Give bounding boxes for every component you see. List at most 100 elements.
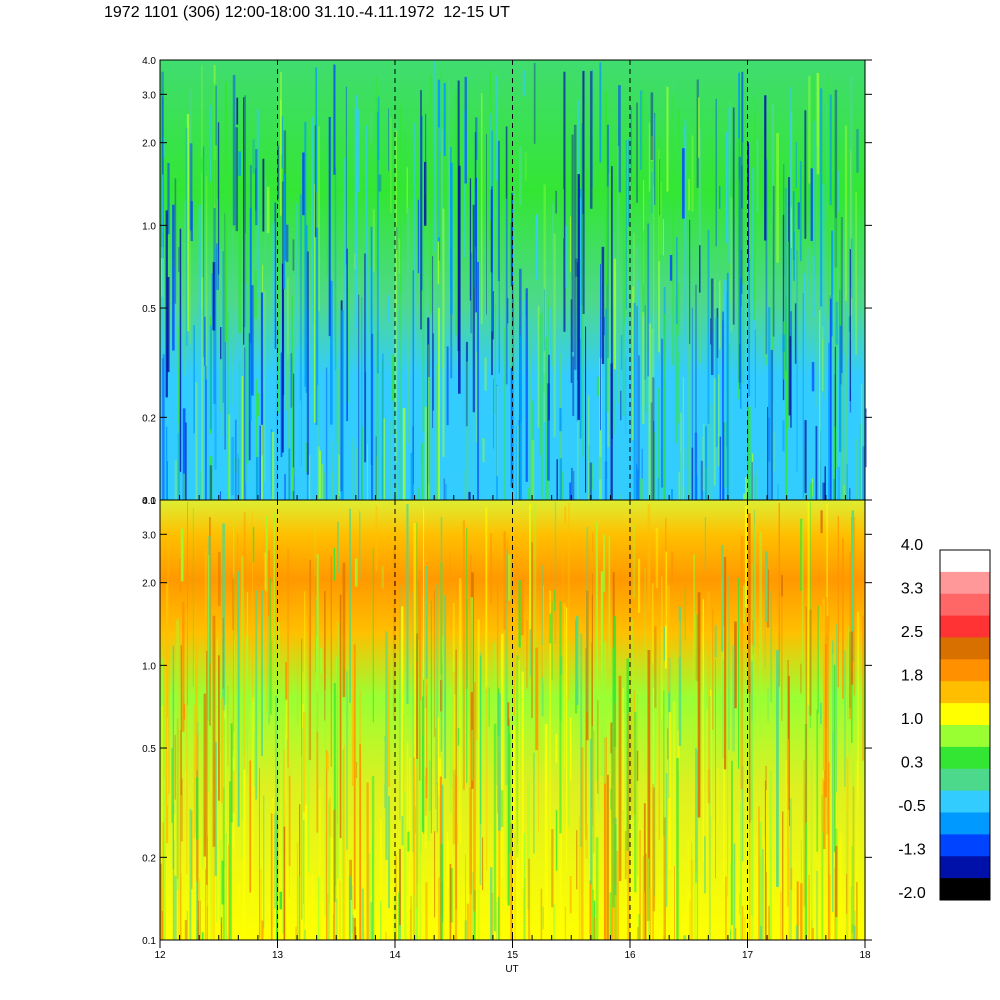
spectrogram-streak [395, 431, 398, 500]
spectrogram-streak [486, 133, 487, 315]
spectrogram-streak [756, 834, 758, 940]
spectrogram-streak [847, 687, 849, 719]
spectrogram-streak [197, 839, 199, 940]
spectrogram-streak [375, 505, 378, 571]
spectrogram-streak [730, 301, 732, 500]
spectrogram-streak [549, 590, 551, 847]
spectrogram-streak [358, 294, 360, 500]
spectrogram-streak [355, 761, 358, 779]
spectrogram-streak [525, 288, 528, 482]
spectrogram-streak [605, 186, 609, 413]
colorbar-label: 4.0 [901, 537, 923, 554]
spectrogram-streak [519, 146, 522, 206]
spectrogram-streak [569, 717, 572, 781]
spectrogram-streak [284, 474, 286, 500]
spectrogram-streak [624, 831, 627, 880]
spectrogram-streak [607, 774, 609, 940]
spectrogram-streak [272, 798, 274, 940]
x-tick-label: 13 [272, 950, 284, 961]
spectrogram-streak [311, 116, 314, 355]
spectrogram-streak [333, 683, 337, 902]
spectrogram-streak [270, 429, 273, 500]
spectrogram-streak [404, 371, 407, 417]
spectrogram-streak [807, 248, 810, 305]
spectrogram-streak [469, 739, 471, 940]
spectrogram-streak [694, 871, 697, 940]
spectrogram-streak [667, 585, 670, 693]
spectrogram-streak [636, 102, 638, 203]
spectrogram-streak [808, 75, 811, 184]
spectrogram-streak [741, 906, 744, 940]
spectrogram-streak [743, 493, 746, 500]
spectrogram-streak [184, 201, 186, 376]
spectrogram-streak [286, 866, 289, 940]
spectrogram-streak [687, 837, 689, 877]
spectrogram-streak [331, 838, 333, 940]
spectrogram-streak [506, 651, 508, 902]
spectrogram-streak [639, 478, 642, 500]
spectrogram-streak [796, 881, 799, 940]
spectrogram-streak [645, 219, 647, 413]
spectrogram-streak [622, 688, 624, 811]
spectrogram-streak [789, 806, 790, 826]
spectrogram-streak [723, 387, 727, 488]
spectrogram-streak [518, 579, 521, 648]
spectrogram-streak [851, 510, 855, 662]
spectrogram-streak [693, 554, 695, 750]
spectrogram-streak [538, 660, 540, 832]
spectrogram-streak [748, 143, 750, 272]
spectrogram-streak [338, 454, 340, 500]
spectrogram-streak [822, 482, 826, 500]
spectrogram-streak [283, 749, 286, 854]
spectrogram-streak [390, 118, 392, 214]
spectrogram-streak [349, 508, 351, 703]
spectrogram-streak [533, 752, 535, 854]
spectrogram-streak [785, 297, 788, 500]
spectrogram-streak [458, 578, 462, 845]
spectrogram-streak [462, 520, 465, 790]
spectrogram-streak [190, 201, 193, 242]
spectrogram-streak [218, 655, 220, 801]
spectrogram-streak [474, 187, 476, 287]
spectrogram-streak [276, 815, 278, 940]
spectrogram-streak [851, 924, 853, 940]
y-tick-label: 0.1 [142, 936, 156, 947]
spectrogram-streak [551, 203, 554, 366]
spectrogram-streak [174, 734, 177, 800]
spectrogram-streak [684, 588, 686, 641]
spectrogram-streak [376, 331, 379, 500]
spectrogram-streak [555, 190, 557, 214]
spectrogram-streak [698, 97, 700, 158]
spectrogram-streak [162, 96, 164, 247]
spectrogram-streak [475, 177, 477, 313]
spectrogram-streak [244, 95, 246, 328]
spectrogram-streak [515, 425, 518, 500]
spectrogram-streak [490, 113, 492, 221]
spectrogram-streak [854, 925, 856, 940]
spectrogram-streak [325, 367, 328, 500]
spectrogram-streak [412, 592, 414, 853]
spectrogram-streak [736, 179, 739, 218]
spectrogram-streak [844, 125, 848, 301]
spectrogram-streak [800, 518, 803, 591]
spectrogram-streak [308, 720, 310, 873]
spectrogram-streak [608, 535, 611, 669]
spectrogram-streak [660, 449, 663, 500]
colorbar-segment [940, 812, 990, 835]
spectrogram-streak [854, 910, 856, 940]
spectrogram-streak [635, 246, 639, 297]
spectrogram-streak [782, 420, 785, 452]
colorbar-label: 0.3 [901, 755, 923, 772]
spectrogram-streak [713, 378, 716, 486]
spectrogram-streak [625, 140, 627, 310]
spectrogram-streak [603, 737, 607, 940]
spectrogram-streak [304, 442, 308, 473]
spectrogram-streak [275, 695, 278, 860]
spectrogram-streak [369, 267, 371, 500]
spectrogram-streak [834, 346, 836, 500]
spectrogram-streak [684, 126, 687, 152]
spectrogram-streak [479, 652, 482, 885]
spectrogram-streak [212, 615, 216, 847]
spectrogram-streak [647, 650, 651, 921]
spectrogram-streak [420, 116, 423, 291]
